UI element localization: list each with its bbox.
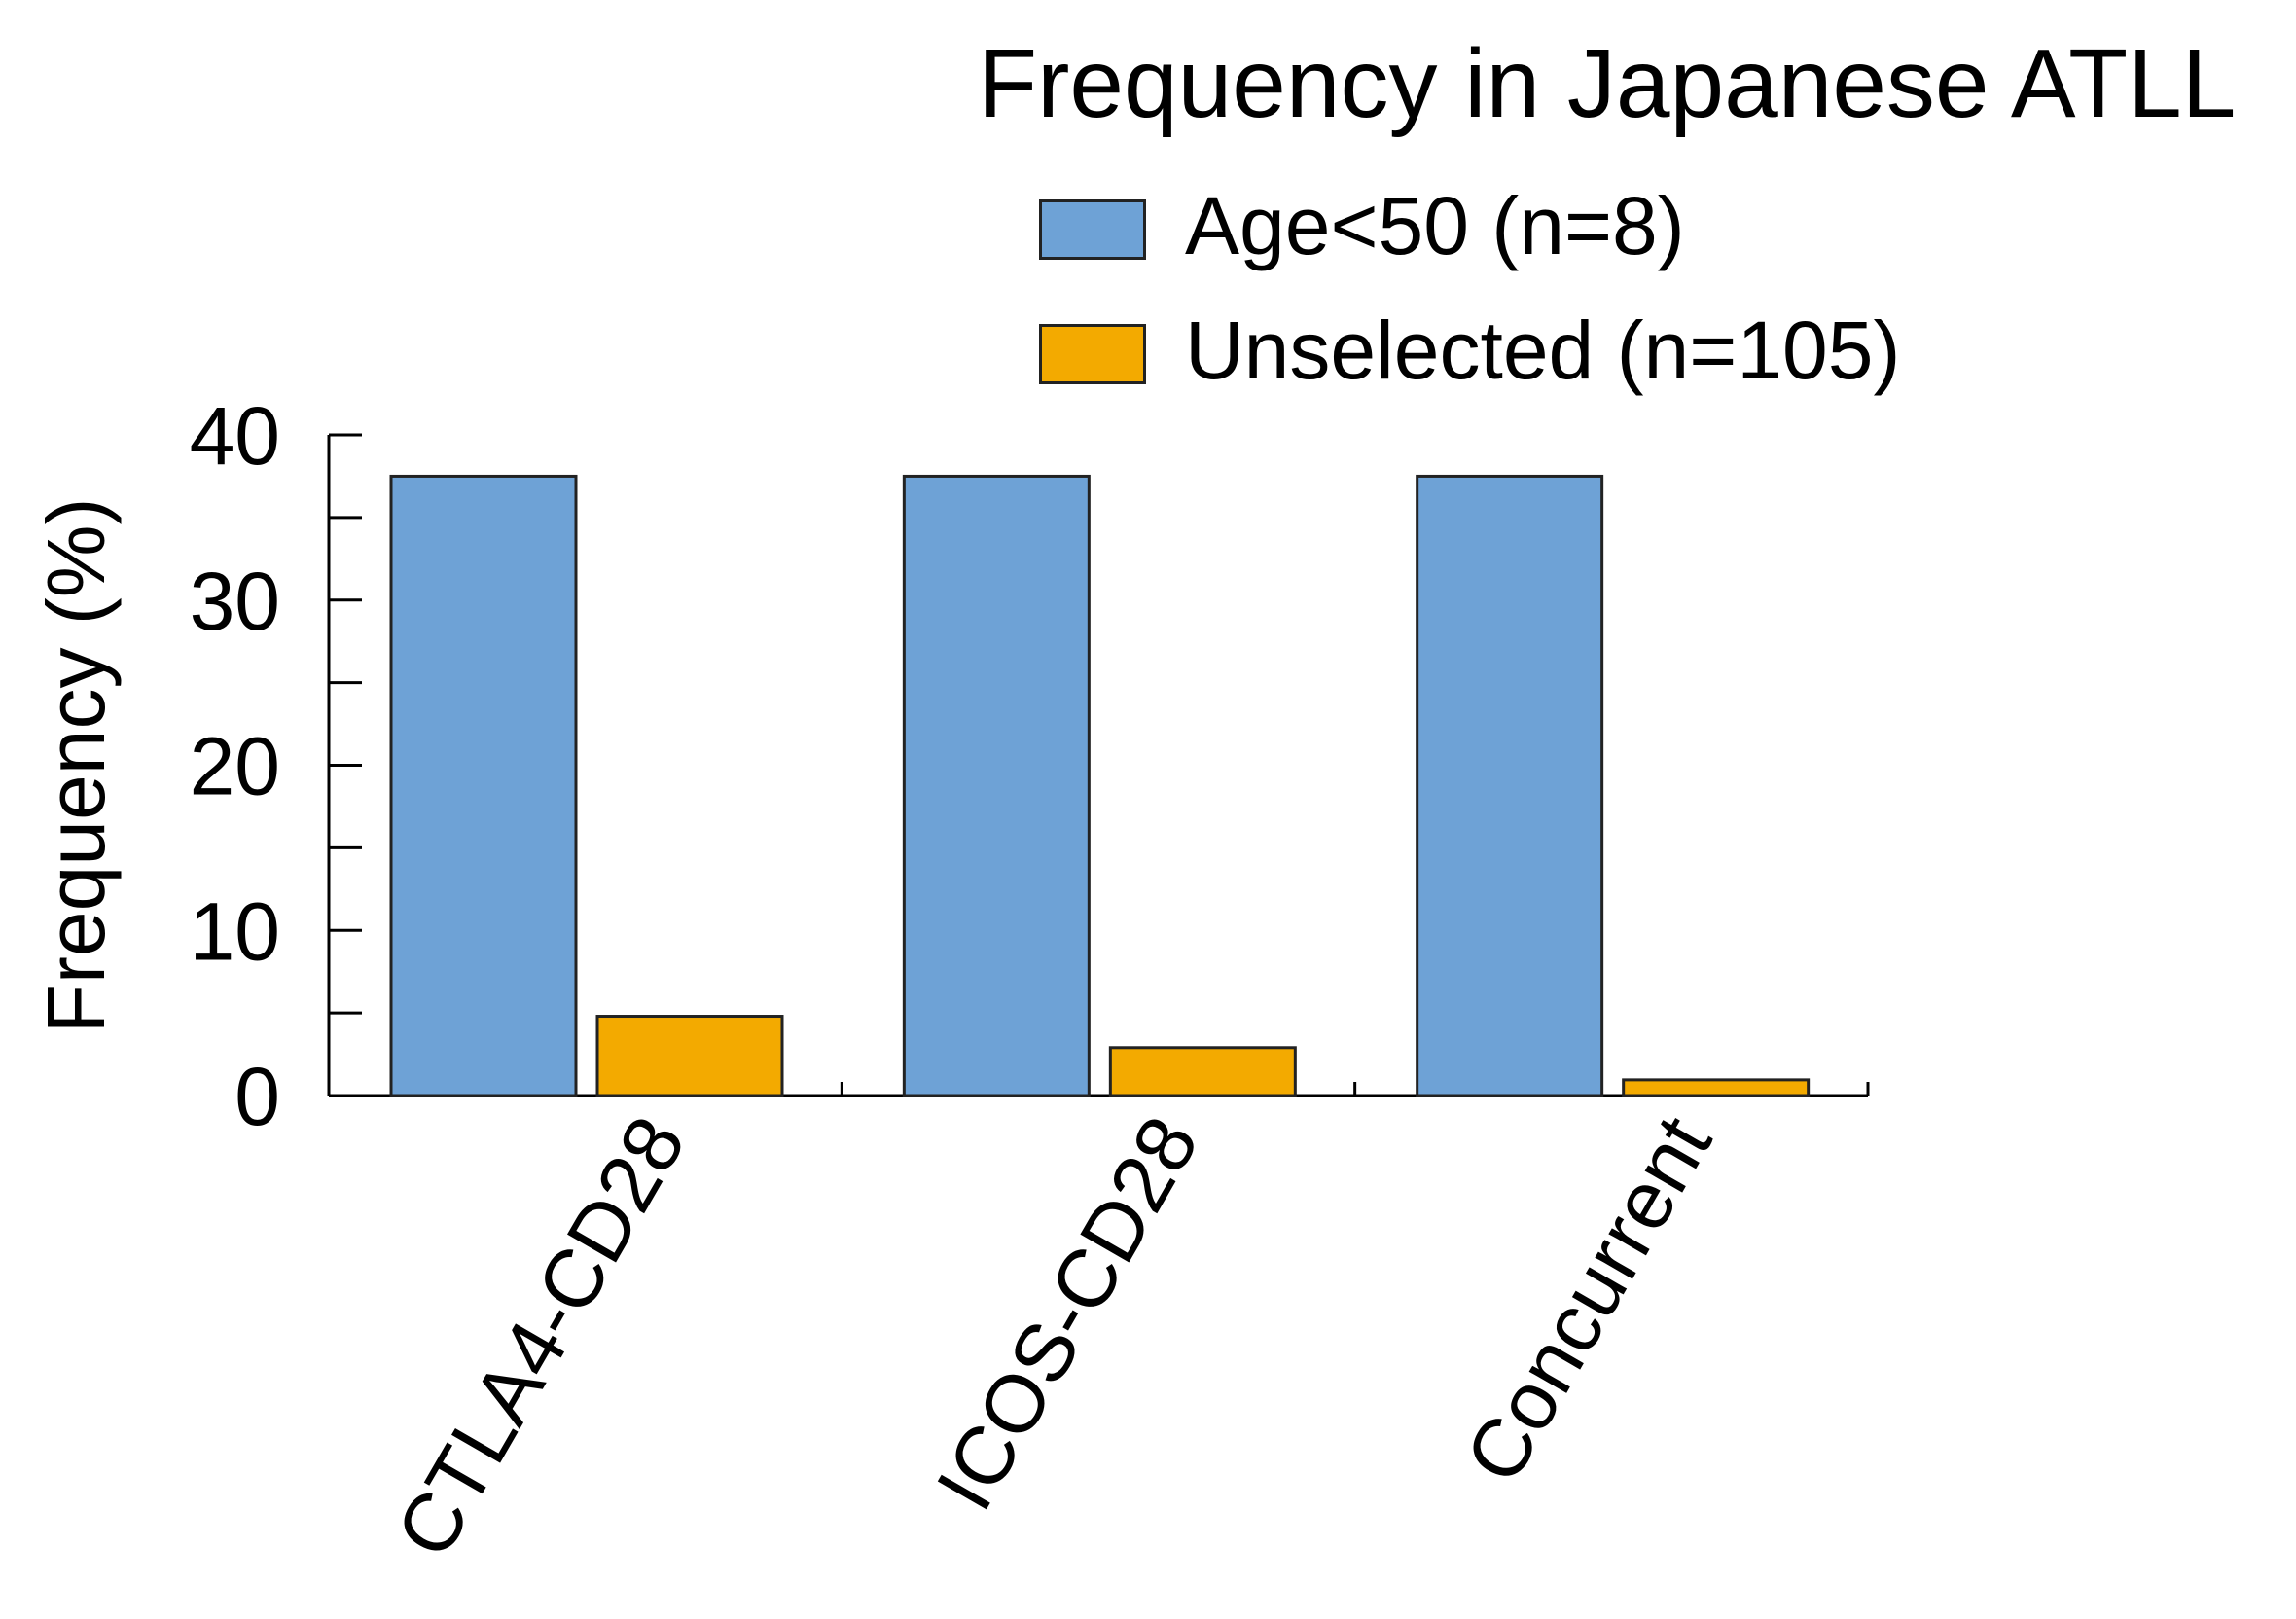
legend-label-series-1: Age<50 (n=8) (1185, 180, 1685, 271)
y-tick-label: 30 (190, 556, 280, 647)
legend-swatch-series-2 (1039, 324, 1146, 384)
y-tick-label: 20 (190, 721, 280, 812)
y-axis-title: Frequency (%) (30, 498, 122, 1034)
bar-series-2 (1108, 1046, 1297, 1097)
chart-title: Frequency in Japanese ATLL (978, 29, 2237, 138)
legend-label-series-2: Unselected (n=105) (1185, 305, 1901, 396)
bar-series-1 (902, 474, 1091, 1097)
x-category-label: ICOS-CD28 (918, 1101, 1215, 1525)
y-tick-label: 40 (190, 390, 280, 482)
y-tick-label: 10 (190, 885, 280, 977)
bar-series-1 (1416, 474, 1604, 1097)
bar-series-2 (1622, 1078, 1811, 1097)
x-category-label: Concurrent (1448, 1101, 1729, 1497)
bar-series-1 (389, 474, 578, 1097)
x-category-label: CTLA4-CD28 (378, 1101, 702, 1572)
y-tick-label: 0 (234, 1051, 280, 1142)
legend-swatch-series-1 (1039, 199, 1146, 260)
bar-series-2 (595, 1015, 784, 1097)
